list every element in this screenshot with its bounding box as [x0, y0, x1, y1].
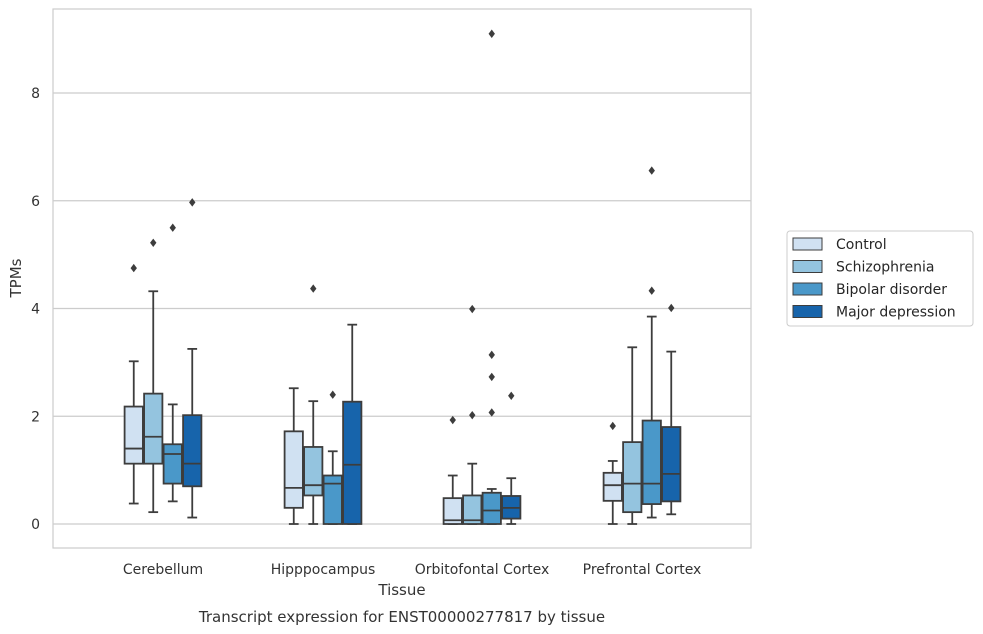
box-major-depression: [182, 198, 203, 519]
outlier-point: [488, 350, 495, 360]
x-tick-label: Hipppocampus: [271, 562, 376, 578]
box-schizophrenia: [143, 238, 164, 514]
box-iqr: [481, 491, 502, 525]
outlier-point: [189, 198, 196, 207]
x-axis-label: Tissue: [377, 581, 425, 599]
outlier-point: [310, 284, 317, 293]
box-bipolar-disorder: [162, 223, 183, 503]
box-iqr: [462, 494, 483, 525]
box-major-depression: [661, 303, 682, 516]
outlier-point: [469, 410, 476, 420]
y-axis-ticks: 0 2 4 6 8: [31, 86, 40, 533]
box-iqr: [182, 414, 203, 488]
boxplots: [123, 29, 682, 525]
x-axis-ticks: Cerebellum Hipppocampus Orbitofontal Corte…: [123, 562, 701, 578]
box-iqr: [442, 497, 463, 525]
outlier-point: [488, 29, 495, 38]
box-control: [602, 421, 623, 525]
box-iqr: [303, 446, 324, 497]
box-major-depression: [501, 391, 522, 525]
box-iqr: [602, 471, 623, 502]
legend-label: Schizophrenia: [836, 260, 934, 276]
y-tick-label: 2: [31, 409, 40, 425]
box-control: [283, 387, 304, 525]
x-tick-label: Prefrontal Cortex: [583, 562, 702, 578]
box-schizophrenia: [622, 346, 643, 525]
box-bipolar-disorder: [641, 166, 662, 519]
legend-swatch: [792, 260, 823, 273]
legend-swatch: [792, 305, 823, 318]
box-iqr: [661, 426, 682, 503]
outlier-point: [488, 372, 495, 382]
outlier-point: [150, 238, 157, 247]
outlier-point: [508, 391, 515, 400]
outlier-point: [488, 408, 495, 417]
box-bipolar-disorder: [322, 390, 343, 525]
legend-label: Control: [836, 237, 887, 253]
box-control: [442, 415, 463, 525]
box-iqr: [342, 400, 363, 525]
outlier-point: [169, 223, 176, 232]
box-iqr: [622, 441, 643, 514]
box-iqr: [123, 405, 144, 465]
y-tick-label: 4: [31, 302, 40, 318]
box-iqr: [322, 474, 343, 525]
box-iqr: [641, 419, 662, 505]
legend-swatch: [792, 282, 823, 296]
outlier-point: [130, 263, 137, 273]
x-tick-label: Orbitofontal Cortex: [415, 562, 550, 578]
box-control: [123, 263, 144, 505]
box-schizophrenia: [462, 304, 483, 525]
y-tick-label: 0: [31, 517, 40, 533]
outlier-point: [648, 166, 655, 175]
y-axis-label: TPMs: [7, 258, 25, 298]
legend-swatch: [792, 237, 823, 251]
y-tick-label: 8: [31, 86, 40, 102]
outlier-point: [449, 415, 456, 425]
box-iqr: [162, 443, 183, 485]
outlier-point: [668, 303, 675, 313]
legend-label: Bipolar disorder: [836, 282, 947, 298]
outlier-point: [469, 304, 476, 314]
legend-frame: [786, 230, 974, 327]
outlier-point: [609, 421, 616, 431]
y-tick-label: 6: [31, 194, 40, 210]
legend: Control Schizophrenia Bipolar disorder Majo…: [786, 230, 974, 327]
legend-label: Major depression: [836, 305, 956, 321]
x-tick-label: Cerebellum: [123, 562, 203, 578]
box-major-depression: [342, 323, 363, 525]
outlier-point: [329, 390, 336, 399]
box-iqr: [283, 430, 304, 509]
outlier-point: [648, 286, 655, 295]
box-bipolar-disorder: [481, 29, 502, 525]
chart-caption: Transcript expression for ENST0000027781…: [198, 608, 605, 626]
box-schizophrenia: [303, 284, 324, 525]
box-iqr: [143, 392, 164, 465]
